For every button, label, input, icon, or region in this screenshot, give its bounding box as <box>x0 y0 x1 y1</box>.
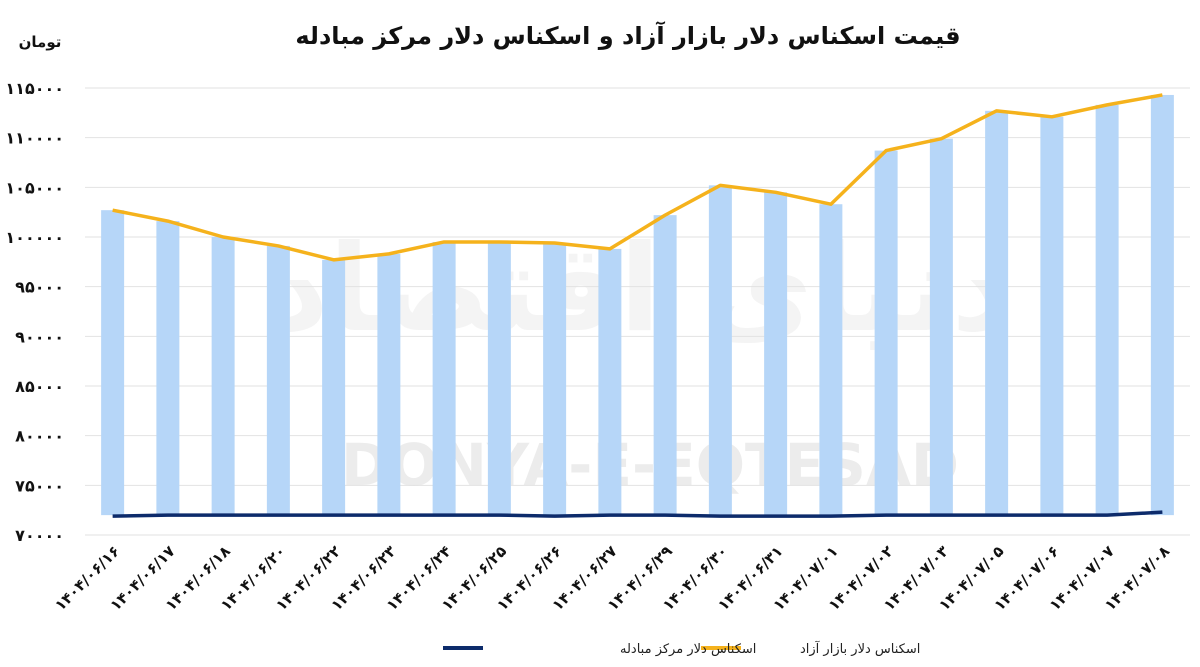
bar-free-market <box>764 192 788 516</box>
bar-free-market <box>322 259 346 516</box>
bar-free-market <box>985 110 1009 516</box>
bar-free-market <box>101 210 125 516</box>
y-tick-label: ۹۰۰۰۰ <box>15 327 64 346</box>
y-tick-label: ۱۰۵۰۰۰ <box>5 178 64 197</box>
y-axis-ticks: ۷۰۰۰۰ ۷۵۰۰۰ ۸۰۰۰۰ ۸۵۰۰۰ ۹۰۰۰۰ ۹۵۰۰۰ ۱۰۰۰۰۰ ۱۰۵۰… <box>5 79 64 545</box>
bar-free-market <box>1150 94 1174 516</box>
chart-title: قیمت اسکناس دلار بازار آزاد و اسکناس دلا… <box>295 21 960 50</box>
bars <box>101 94 1174 516</box>
lines <box>112 93 1163 518</box>
series-line-free-market <box>112 93 1163 262</box>
y-tick-label: ۷۰۰۰۰ <box>15 526 64 545</box>
y-tick-label: ۱۰۰۰۰۰ <box>5 228 64 247</box>
x-axis-ticks: ۱۴۰۴/۰۶/۱۶۱۴۰۴/۰۶/۱۷۱۴۰۴/۰۶/۱۸۱۴۰۴/۰۶/۲۰… <box>51 542 1173 614</box>
y-tick-label: ۸۵۰۰۰ <box>15 377 64 396</box>
legend: اسکناس دلار بازار آزاد اسکناس دلار مرکز … <box>443 640 920 657</box>
bar-free-market <box>1040 116 1064 516</box>
series-line-exchange-center <box>112 510 1163 518</box>
y-axis-unit-label: تومان <box>19 33 62 51</box>
y-tick-label: ۷۵۰۰۰ <box>15 476 64 495</box>
bar-free-market <box>1095 104 1119 516</box>
y-tick-label: ۹۵۰۰۰ <box>15 278 64 297</box>
bar-free-market <box>266 245 290 516</box>
bar-free-market <box>211 237 235 516</box>
legend-label-free-market: اسکناس دلار بازار آزاد <box>800 640 920 657</box>
legend-label-exchange-center: اسکناس دلار مرکز مبادله <box>620 642 756 657</box>
bar-free-market <box>929 138 953 516</box>
bar-free-market <box>543 242 567 516</box>
bar-free-market <box>598 248 622 516</box>
bar-free-market <box>432 241 456 516</box>
bar-free-market <box>653 215 677 516</box>
y-tick-label: ۸۰۰۰۰ <box>15 427 64 446</box>
bar-free-market <box>377 253 401 516</box>
y-tick-label: ۱۱۰۰۰۰ <box>5 129 64 148</box>
bar-free-market <box>874 150 898 516</box>
bar-free-market <box>156 221 180 516</box>
y-tick-label: ۱۱۵۰۰۰ <box>5 79 64 98</box>
bar-free-market <box>819 204 843 516</box>
bar-free-market <box>708 185 732 516</box>
bar-free-market <box>487 241 511 516</box>
